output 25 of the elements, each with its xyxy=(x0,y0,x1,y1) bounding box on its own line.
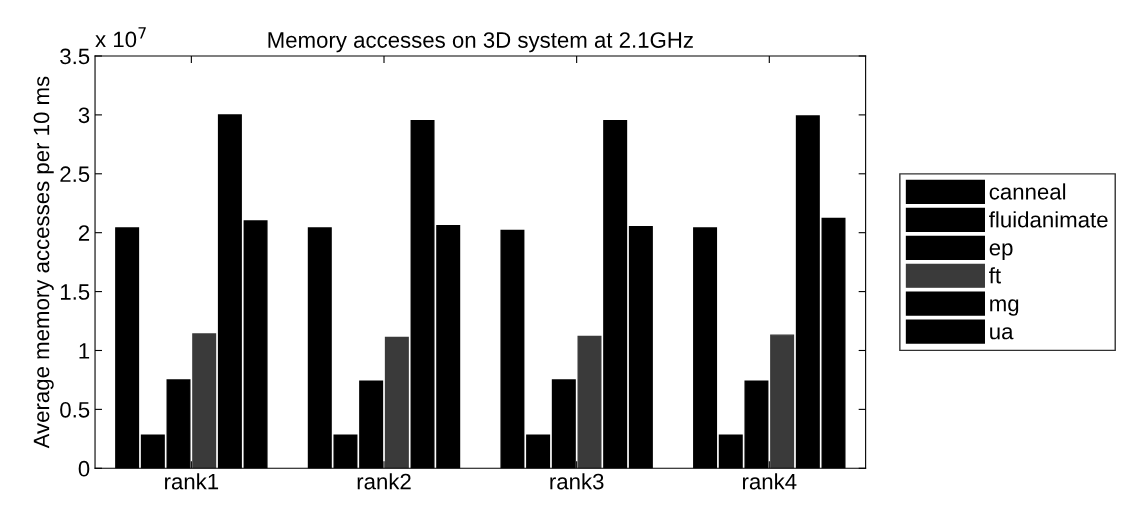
y-tick-label: 3.5 xyxy=(60,48,90,65)
y-tick-label: 3 xyxy=(78,107,90,124)
y-tick-label: 2 xyxy=(78,225,90,241)
bar xyxy=(770,334,795,469)
y-tick-label: 1 xyxy=(79,343,90,359)
y-tick-label: 0 xyxy=(78,460,90,477)
x-tick-label: rank4 xyxy=(742,473,797,490)
y-axis-title: Average memory accesses per 10 ms xyxy=(33,76,54,449)
legend-label: ep xyxy=(989,243,1013,260)
y-tick-label: 1.5 xyxy=(60,284,90,300)
legend-label: canneal xyxy=(989,183,1066,200)
x-tick-label: rank3 xyxy=(550,473,604,490)
y-tick-label: 0.5 xyxy=(60,401,90,418)
bar xyxy=(192,333,217,469)
y-tick-label: 2.5 xyxy=(60,166,90,183)
legend-label: mg xyxy=(990,299,1019,316)
bar xyxy=(577,335,602,469)
legend-label: ft xyxy=(989,267,1001,284)
legend-label: ua xyxy=(990,327,1014,340)
x-tick-label: rank2 xyxy=(357,473,411,490)
text: x 10$^{7}$ xyxy=(95,27,146,48)
bar xyxy=(384,336,409,469)
x-tick-label: rank1 xyxy=(165,473,219,490)
chart-title: Memory accesses on 3D system at 2.1GHz xyxy=(268,32,693,53)
legend-label: fluidanimate xyxy=(989,211,1108,228)
